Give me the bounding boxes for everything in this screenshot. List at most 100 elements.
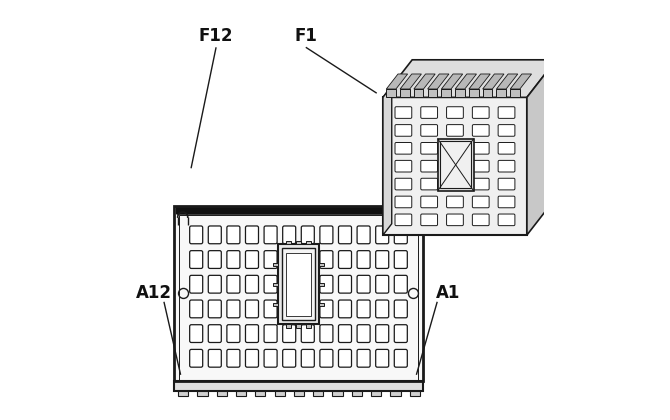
FancyBboxPatch shape	[208, 325, 221, 342]
Text: A12: A12	[135, 284, 172, 302]
FancyBboxPatch shape	[320, 251, 333, 268]
Bar	[383, 97, 527, 235]
Bar	[216, 391, 227, 396]
Bar	[278, 244, 319, 324]
FancyBboxPatch shape	[245, 226, 259, 244]
Bar	[387, 89, 396, 97]
Bar	[178, 391, 188, 396]
FancyBboxPatch shape	[447, 142, 464, 154]
Bar	[319, 302, 324, 306]
Bar	[371, 391, 381, 396]
FancyBboxPatch shape	[264, 276, 277, 293]
Bar	[440, 141, 471, 189]
Bar	[255, 391, 265, 396]
FancyBboxPatch shape	[472, 196, 489, 208]
FancyBboxPatch shape	[320, 300, 333, 318]
FancyBboxPatch shape	[227, 276, 240, 293]
Bar	[442, 89, 451, 97]
FancyBboxPatch shape	[357, 226, 370, 244]
Bar	[391, 391, 401, 396]
FancyBboxPatch shape	[264, 325, 277, 342]
FancyBboxPatch shape	[357, 251, 370, 268]
FancyBboxPatch shape	[498, 178, 515, 190]
Bar	[553, 152, 563, 164]
FancyBboxPatch shape	[376, 251, 389, 268]
FancyBboxPatch shape	[227, 300, 240, 318]
Text: F1: F1	[294, 27, 317, 45]
Bar	[273, 283, 278, 286]
Polygon shape	[387, 74, 407, 89]
FancyBboxPatch shape	[338, 251, 352, 268]
FancyBboxPatch shape	[395, 214, 412, 226]
Polygon shape	[442, 74, 463, 89]
Bar	[438, 139, 474, 191]
FancyBboxPatch shape	[394, 226, 407, 244]
FancyBboxPatch shape	[447, 196, 464, 208]
Bar	[275, 391, 285, 396]
FancyBboxPatch shape	[190, 226, 203, 244]
FancyBboxPatch shape	[498, 196, 515, 208]
Bar	[414, 89, 423, 97]
Bar	[282, 248, 315, 320]
Bar	[273, 262, 278, 266]
Bar	[306, 324, 312, 328]
Bar	[496, 89, 506, 97]
Bar	[236, 391, 246, 396]
Bar	[455, 89, 465, 97]
FancyBboxPatch shape	[245, 276, 259, 293]
Bar	[553, 123, 563, 135]
Bar	[409, 391, 420, 396]
FancyBboxPatch shape	[395, 107, 412, 118]
Bar	[319, 262, 324, 266]
FancyBboxPatch shape	[245, 251, 259, 268]
FancyBboxPatch shape	[320, 226, 333, 244]
Bar	[511, 89, 520, 97]
Bar	[400, 89, 410, 97]
Bar	[176, 206, 421, 214]
FancyBboxPatch shape	[421, 160, 438, 172]
Text: A1: A1	[436, 284, 460, 302]
FancyBboxPatch shape	[447, 178, 464, 190]
FancyBboxPatch shape	[498, 125, 515, 136]
FancyBboxPatch shape	[190, 251, 203, 268]
FancyBboxPatch shape	[264, 300, 277, 318]
FancyBboxPatch shape	[357, 300, 370, 318]
Bar	[332, 391, 342, 396]
FancyBboxPatch shape	[227, 325, 240, 342]
FancyBboxPatch shape	[208, 251, 221, 268]
Polygon shape	[527, 60, 556, 235]
FancyBboxPatch shape	[447, 160, 464, 172]
FancyBboxPatch shape	[376, 300, 389, 318]
Bar	[551, 97, 565, 231]
Bar	[180, 215, 417, 380]
Polygon shape	[511, 74, 531, 89]
FancyBboxPatch shape	[421, 142, 438, 154]
FancyBboxPatch shape	[283, 325, 295, 342]
Bar	[319, 283, 324, 286]
FancyBboxPatch shape	[421, 214, 438, 226]
FancyBboxPatch shape	[394, 300, 407, 318]
Bar	[174, 381, 423, 391]
Bar	[286, 324, 291, 328]
FancyBboxPatch shape	[395, 125, 412, 136]
FancyBboxPatch shape	[394, 251, 407, 268]
FancyBboxPatch shape	[208, 300, 221, 318]
FancyBboxPatch shape	[421, 196, 438, 208]
FancyBboxPatch shape	[472, 125, 489, 136]
FancyBboxPatch shape	[208, 226, 221, 244]
Bar	[174, 206, 423, 381]
FancyBboxPatch shape	[190, 276, 203, 293]
Text: F12: F12	[199, 27, 233, 45]
FancyBboxPatch shape	[245, 325, 259, 342]
Bar	[296, 324, 301, 328]
Bar	[427, 89, 438, 97]
FancyBboxPatch shape	[283, 349, 295, 367]
Polygon shape	[383, 86, 392, 235]
FancyBboxPatch shape	[421, 107, 438, 118]
FancyBboxPatch shape	[447, 125, 464, 136]
FancyBboxPatch shape	[394, 325, 407, 342]
FancyBboxPatch shape	[498, 160, 515, 172]
Polygon shape	[482, 74, 504, 89]
FancyBboxPatch shape	[394, 349, 407, 367]
FancyBboxPatch shape	[395, 178, 412, 190]
